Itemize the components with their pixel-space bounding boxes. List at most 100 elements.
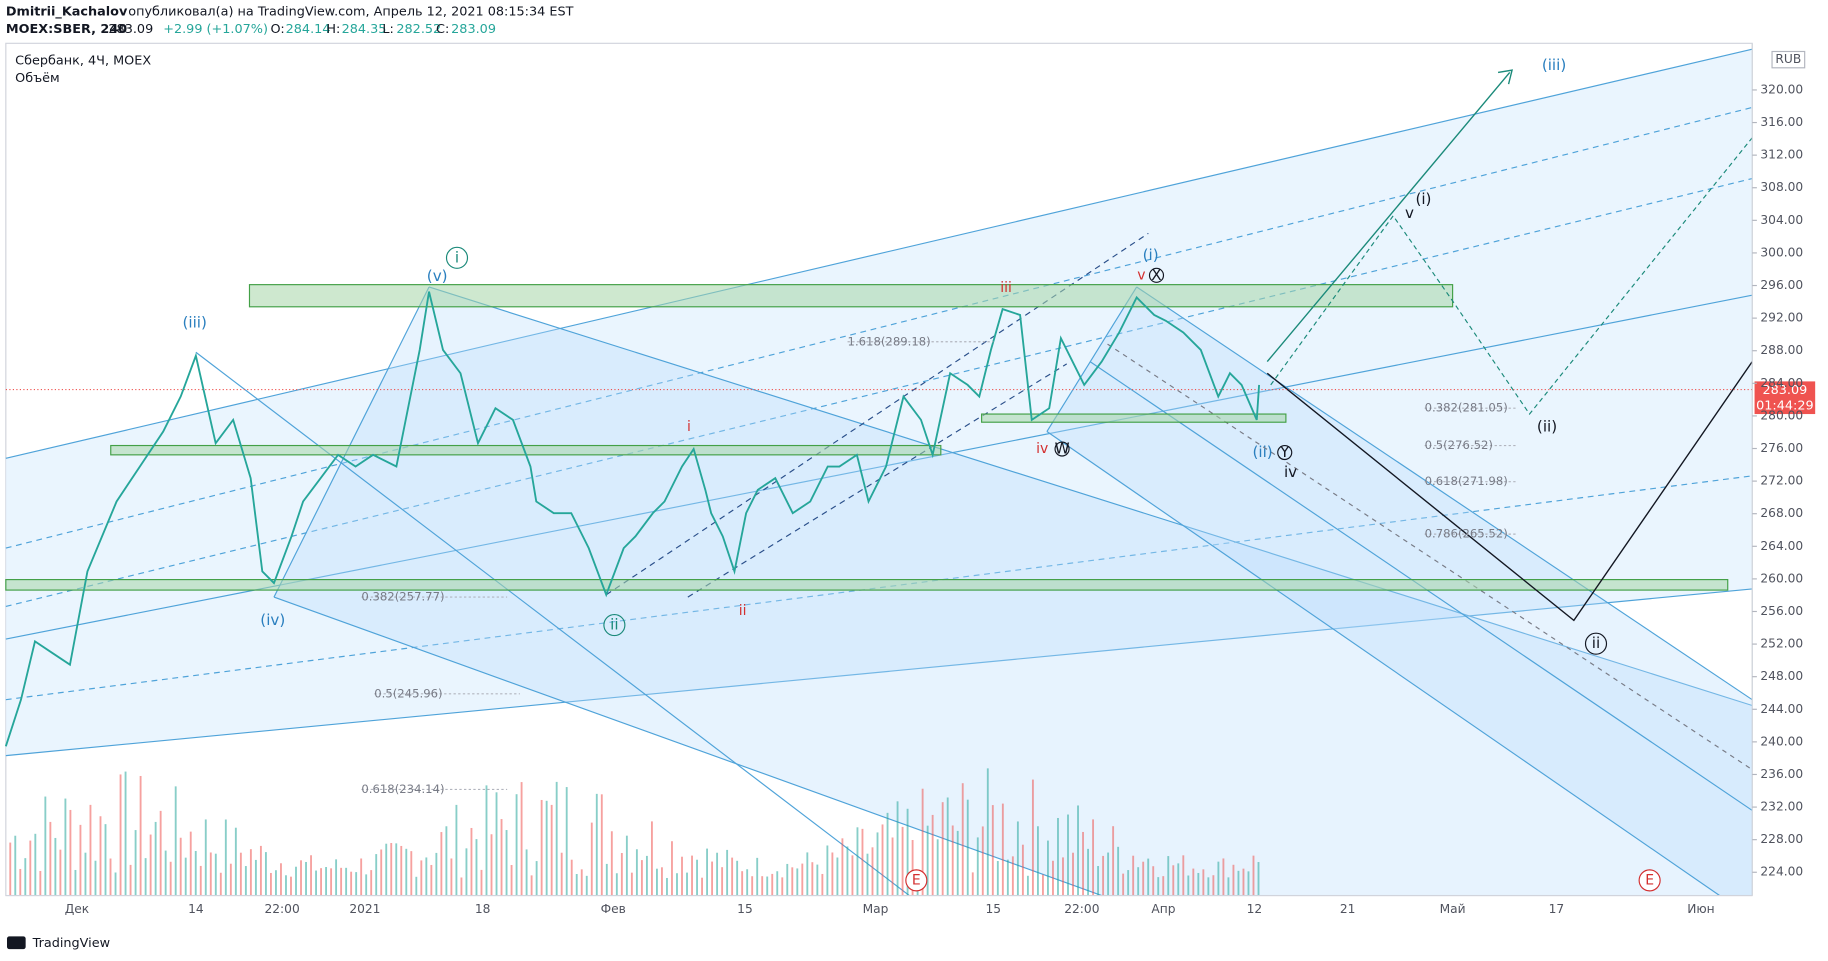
price-label: 308.00 [1760, 180, 1803, 194]
volume-bar [585, 875, 588, 896]
volume-bar [410, 851, 413, 896]
price-axis: 320.00 316.00 312.00 308.00 304.00 300.00 296.… [1752, 82, 1803, 879]
volume-bar [320, 868, 322, 896]
channel-line [5, 588, 1753, 757]
author: Dmitrii_Kachalov [6, 4, 128, 19]
price-label: 276.00 [1760, 441, 1803, 455]
volume-bar [310, 855, 312, 896]
volume-bar [716, 852, 719, 896]
time-label: 18 [475, 902, 491, 916]
volume-bar [465, 848, 468, 896]
arrow-head [1497, 69, 1514, 85]
volume-bar [941, 802, 944, 896]
wave-label: (iii) [182, 314, 206, 332]
time-label: 2021 [349, 902, 380, 916]
volume-bar [1087, 848, 1089, 896]
volume-bar [525, 849, 528, 896]
price-label: 252.00 [1760, 637, 1803, 651]
volume-bar [49, 821, 52, 896]
volume-bar [530, 875, 533, 896]
volume-bar [580, 869, 583, 896]
volume-bar [981, 826, 984, 896]
volume-bar [249, 849, 252, 896]
volume-bar [149, 834, 152, 896]
volume-bar [89, 804, 92, 896]
volume-bar [776, 871, 779, 896]
wave-label: v [1405, 204, 1414, 222]
volume-bar [681, 856, 683, 896]
volume-bar [405, 848, 408, 896]
volume-bar [1082, 831, 1084, 896]
volume-bar [826, 845, 829, 896]
volume-bar [1217, 861, 1220, 896]
volume-bar [244, 866, 247, 896]
volume-bar [640, 860, 643, 896]
forecast-path [1266, 361, 1753, 622]
volume-bar [375, 854, 378, 896]
volume-bar [976, 837, 979, 896]
volume-bar [986, 768, 989, 896]
volume-bar [535, 861, 538, 896]
volume-bar [174, 786, 177, 896]
volume-bar [1252, 855, 1255, 896]
volume-bar [330, 868, 333, 896]
volume-bar [1207, 877, 1210, 896]
volume-bar [666, 877, 668, 896]
volume-bar [275, 870, 277, 896]
zone [5, 579, 1729, 591]
volume-bar [295, 866, 297, 896]
volume [9, 768, 1260, 896]
logo [6, 936, 26, 950]
volume-bar [590, 822, 593, 896]
volume-bar [14, 835, 17, 896]
channel-line [428, 286, 1753, 707]
volume-bar [264, 852, 267, 896]
volume-bar [1237, 870, 1240, 896]
volume-bar [996, 861, 999, 896]
volume-bar [460, 877, 463, 896]
wave-label: iv [1284, 463, 1297, 481]
volume-bar [1192, 868, 1195, 896]
volume-bar [801, 863, 804, 896]
volume-bar [425, 857, 428, 896]
volume-bar [179, 837, 182, 896]
brand: TradingView [32, 936, 110, 951]
wave-circle [603, 613, 626, 637]
wave-label: (ii) [1252, 443, 1272, 461]
volume-bar [44, 796, 47, 896]
volume-bar [315, 870, 317, 896]
volume-bar [119, 774, 122, 896]
volume-bar [1031, 779, 1034, 896]
volume-bar [866, 853, 869, 896]
volume-bar [94, 860, 97, 896]
countdown: 01:44:29 [1756, 398, 1814, 413]
volume-bar [565, 787, 568, 896]
volume-bar [1132, 855, 1135, 896]
wave-circle [445, 246, 469, 269]
volume-bar [861, 828, 864, 896]
volume-bar [570, 859, 573, 896]
volume-bar [701, 877, 703, 896]
volume-bar [325, 867, 328, 896]
volume-bar [385, 843, 388, 896]
volume-bar [886, 812, 889, 896]
volume-bar [1227, 877, 1230, 896]
price-label: 240.00 [1760, 734, 1803, 748]
volume-bar [515, 794, 518, 896]
channel-line [5, 106, 1753, 549]
published: опубликовал(а) на TradingView.com, Апрел… [128, 4, 573, 19]
volume-bar [1112, 826, 1115, 896]
volume-bar [771, 873, 774, 896]
time-label: Июн [1687, 902, 1714, 916]
wave-label: v [1137, 267, 1145, 283]
fib-label: 0.618(271.98) [1425, 474, 1508, 488]
volume-bar [1152, 866, 1155, 896]
fib-label: 0.382(257.77) [361, 590, 444, 604]
fib-label: 0.5(276.52) [1425, 438, 1493, 452]
volume-bar [751, 876, 754, 896]
wave-label: i [455, 248, 459, 266]
wave-label: (iv) [260, 611, 285, 629]
volume-bar [671, 841, 673, 896]
time-label: Дек [65, 902, 89, 916]
volume-bar [500, 819, 503, 896]
